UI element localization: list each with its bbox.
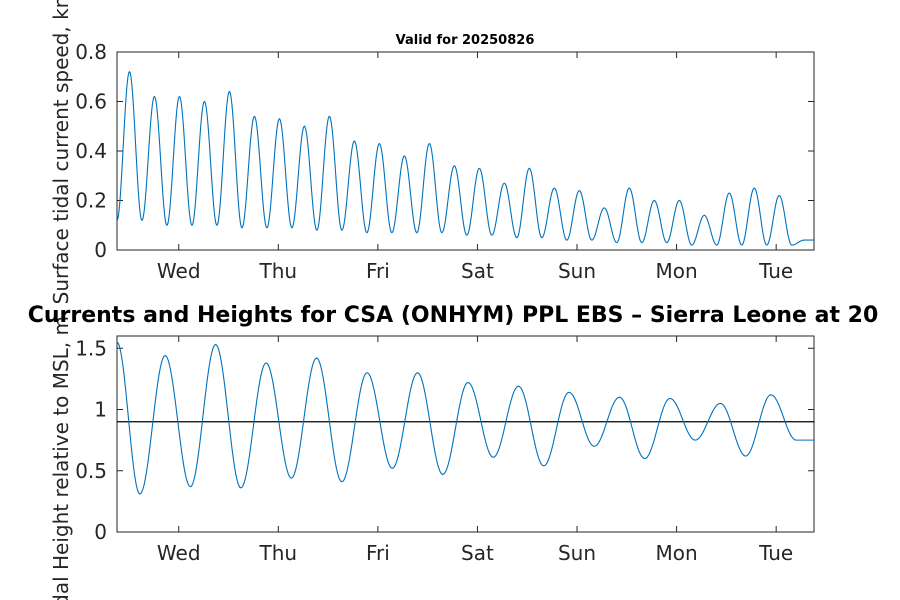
- x-tick-label: Wed: [157, 259, 201, 283]
- x-tick-label: Thu: [259, 259, 298, 283]
- x-tick-label: Tue: [758, 541, 793, 565]
- y-tick-label: 0.6: [75, 90, 107, 114]
- x-tick-label: Fri: [366, 259, 390, 283]
- tidal-height-panel: 0 0.5 1 1.5 Wed Thu Fri Sat Sun Mon Tue Tidal Hei…: [49, 316, 815, 600]
- x-tick-label: Mon: [656, 541, 698, 565]
- current-speed-series-line: [116, 70, 814, 246]
- y-tick-label: 0: [94, 238, 107, 262]
- y-tick-label: 1.5: [75, 336, 107, 360]
- x-tick-label: Sat: [461, 541, 494, 565]
- x-tick-label: Tue: [758, 259, 793, 283]
- current-axes-box: [116, 51, 815, 251]
- tidal-height-series-line: [116, 341, 814, 495]
- height-x-ticks: Wed Thu Fri Sat Sun Mon Tue: [157, 336, 793, 565]
- height-y-ticks: 0 0.5 1 1.5: [75, 336, 814, 544]
- x-tick-label: Sat: [461, 259, 494, 283]
- y-tick-label: 0.5: [75, 459, 107, 483]
- figure-main-title: Currents and Heights for CSA (ONHYM) PPL…: [28, 303, 879, 328]
- y-tick-label: 0.4: [75, 139, 107, 163]
- y-tick-label: 0: [94, 520, 107, 544]
- x-tick-label: Wed: [157, 541, 201, 565]
- x-tick-label: Fri: [366, 541, 390, 565]
- x-tick-label: Sun: [558, 259, 596, 283]
- current-y-ticks: 0 0.2 0.4 0.6 0.8: [75, 40, 814, 262]
- height-y-axis-label: Tidal Height relative to MSL, m: [49, 316, 73, 600]
- current-speed-panel: 0 0.2 0.4 0.6 0.8 Wed Thu Fri Sat Sun Mon Tue Vali…: [49, 0, 815, 304]
- y-tick-label: 1: [94, 398, 107, 422]
- x-tick-label: Thu: [259, 541, 298, 565]
- current-y-axis-label: Surface tidal current speed, kn: [49, 0, 73, 304]
- y-tick-label: 0.2: [75, 189, 107, 213]
- y-tick-label: 0.8: [75, 40, 107, 64]
- current-chart-title: Valid for 20250826: [396, 33, 535, 48]
- height-axes-box: [116, 335, 815, 533]
- x-tick-label: Mon: [656, 259, 698, 283]
- x-tick-label: Sun: [558, 541, 596, 565]
- current-x-ticks: Wed Thu Fri Sat Sun Mon Tue: [157, 52, 793, 283]
